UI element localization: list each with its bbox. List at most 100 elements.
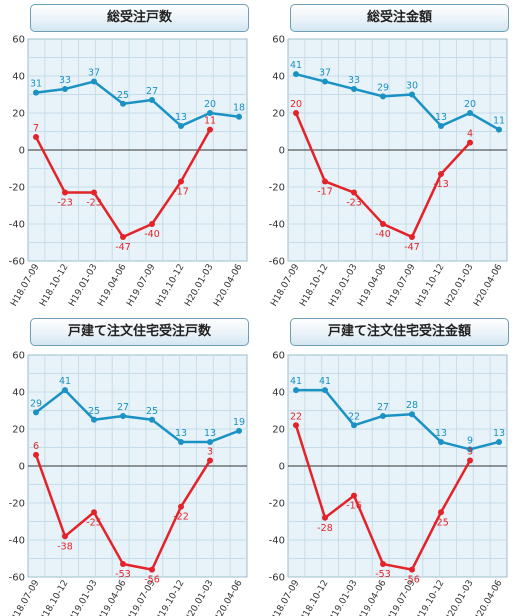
x-tick-label: H19.04-06: [96, 262, 128, 308]
data-label: -56: [404, 575, 420, 586]
data-point: [62, 387, 68, 394]
data-point: [178, 438, 184, 445]
data-point: [207, 126, 213, 133]
y-tick-label: -20: [9, 183, 25, 194]
data-point: [380, 93, 386, 100]
x-tick-label: H19.10-12: [414, 263, 446, 309]
x-tick-label: H20.04-06: [212, 262, 244, 308]
data-point: [120, 561, 126, 568]
x-tick-label: H19.01-03: [67, 263, 99, 309]
data-label: -17: [173, 186, 189, 197]
x-tick-label: H19.01-03: [67, 579, 99, 616]
data-label: 18: [233, 103, 245, 114]
x-tick-label: H18.10-12: [298, 263, 330, 309]
data-label: 33: [59, 75, 71, 86]
data-point: [207, 110, 213, 116]
data-label: -23: [57, 198, 73, 209]
data-label: -13: [433, 179, 449, 190]
y-tick-label: 0: [279, 462, 285, 473]
y-tick-label: -40: [269, 536, 285, 547]
x-tick-label: H20.01-03: [183, 263, 215, 309]
data-point: [33, 89, 39, 96]
data-point: [178, 122, 184, 129]
x-tick-label: H19.04-06: [96, 578, 128, 616]
series-line: [35, 80, 240, 128]
data-point: [322, 178, 328, 185]
data-point: [438, 438, 444, 445]
data-label: -40: [144, 229, 160, 240]
data-point: [409, 91, 415, 98]
data-label: 13: [204, 428, 216, 439]
x-tick-label: H18.10-12: [298, 579, 330, 616]
y-tick-label: 0: [19, 462, 25, 473]
chart-svg: 60 40 20 0 -20 -40 -60H18.07-09H18.10-12H19.01…: [9, 35, 248, 309]
data-label: -47: [115, 242, 131, 253]
y-tick-label: 60: [272, 351, 285, 362]
chart-panel-custom-house-amount: 戸建て注文住宅受注金額 60 40 20 0 -20 -40 -60 H18.07-09 H18…: [260, 308, 520, 616]
data-label: 27: [377, 402, 389, 413]
data-label: -25: [86, 517, 102, 528]
data-label: 22: [348, 411, 360, 422]
y-tick-label: -40: [269, 220, 285, 231]
data-point: [236, 113, 242, 120]
data-point: [467, 446, 473, 453]
data-label: 27: [117, 402, 129, 413]
data-label: 20: [464, 99, 476, 110]
y-tick-label: 60: [272, 35, 285, 46]
data-label: -16: [346, 501, 362, 512]
data-label: 4: [467, 129, 473, 140]
data-point: [293, 71, 299, 78]
chart-panel-total-units: 総受注戸数 60 40 20 0 -20 -40 -60 H18.07-09 H18.10-12…: [0, 0, 260, 308]
x-tick-label: H18.07-09: [9, 578, 41, 616]
x-tick-label: H19.10-12: [154, 263, 186, 309]
y-tick-label: -20: [269, 499, 285, 510]
data-label: 25: [117, 90, 129, 101]
x-tick-label: H20.01-03: [443, 579, 475, 616]
data-point: [293, 387, 299, 394]
series-line: [296, 388, 500, 451]
chart-title: 戸建て注文住宅受注金額: [290, 318, 509, 346]
data-label: 9: [467, 435, 473, 446]
data-point: [409, 233, 415, 240]
data-point: [207, 438, 213, 445]
y-tick-label: -60: [9, 257, 25, 268]
chart-title: 総受注戸数: [30, 4, 249, 32]
data-point: [62, 189, 68, 196]
data-point: [409, 411, 415, 418]
data-point: [438, 122, 444, 129]
x-tick-label: H20.04-06: [212, 578, 244, 616]
data-point: [149, 416, 155, 423]
data-label: 37: [88, 68, 100, 79]
data-label: 41: [319, 376, 331, 387]
data-label: -47: [404, 242, 420, 253]
x-tick-label: H20.04-06: [472, 262, 504, 308]
data-point: [149, 97, 155, 104]
x-tick-label: H18.10-12: [38, 579, 70, 616]
x-tick-label: H18.07-09: [269, 262, 301, 308]
x-tick-label: H19.04-06: [356, 262, 388, 308]
data-label: 41: [290, 376, 302, 387]
chart-svg: 60 40 20 0 -20 -40 -60H18.07-09H18.10-12H19.01…: [269, 35, 508, 309]
data-point: [149, 221, 155, 227]
data-point: [62, 533, 68, 540]
data-label: 41: [290, 60, 302, 71]
y-tick-label: 0: [279, 146, 285, 157]
data-label: -38: [57, 541, 73, 552]
y-tick-label: 0: [19, 146, 25, 157]
y-tick-label: 20: [12, 109, 25, 120]
data-label: 25: [146, 406, 158, 417]
data-label: 3: [207, 446, 213, 457]
x-tick-label: H19.07-09: [125, 262, 157, 308]
y-tick-label: 60: [12, 351, 25, 362]
y-tick-label: -20: [269, 183, 285, 194]
x-tick-label: H18.07-09: [9, 262, 41, 308]
y-tick-label: 40: [12, 72, 25, 83]
data-point: [91, 78, 97, 85]
data-point: [293, 110, 299, 116]
data-label: 13: [435, 112, 447, 123]
chart-panel-total-amount: 総受注金額 60 40 20 0 -20 -40 -60 H18.07-09 H18.10-12…: [260, 0, 520, 308]
data-label: 11: [204, 116, 216, 127]
y-tick-label: -40: [9, 220, 25, 231]
data-point: [409, 566, 415, 573]
data-label: 13: [175, 428, 187, 439]
